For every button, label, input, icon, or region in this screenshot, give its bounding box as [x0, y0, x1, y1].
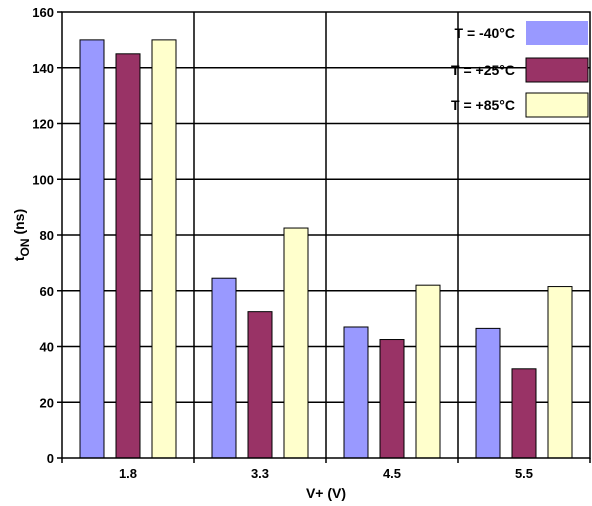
- y-tick-label: 20: [40, 395, 54, 410]
- y-tick-label: 80: [40, 228, 54, 243]
- y-axis-title-suffix: (ns): [11, 209, 27, 239]
- y-tick-label: 0: [47, 451, 54, 466]
- bar: [211, 277, 237, 459]
- bar: [511, 368, 537, 459]
- y-tick-label: 100: [32, 172, 54, 187]
- legend-label: T = +85°C: [451, 97, 515, 113]
- bar: [283, 227, 309, 459]
- y-axis-title-subscript: ON: [18, 238, 32, 256]
- bar: [151, 39, 177, 459]
- grid-lines: [62, 12, 590, 458]
- legend-swatch: [525, 92, 589, 118]
- x-tick-label: 1.8: [119, 466, 137, 481]
- y-tick-label: 140: [32, 61, 54, 76]
- x-axis-ticks: 1.8 3.3 4.5 5.5: [61, 458, 591, 481]
- x-axis-title: V+ (V): [306, 485, 346, 501]
- legend-label: T = +25°C: [451, 62, 515, 78]
- y-axis-title: tON (ns): [11, 209, 32, 261]
- bar: [343, 326, 369, 459]
- bar: [415, 284, 441, 459]
- bar: [475, 327, 501, 459]
- x-tick-label: 4.5: [383, 466, 401, 481]
- x-tick-label: 3.3: [251, 466, 269, 481]
- bar: [79, 39, 105, 459]
- y-axis-title-main: t: [11, 256, 27, 261]
- bar: [115, 53, 141, 459]
- y-tick-label: 40: [40, 340, 54, 355]
- bars: [79, 39, 573, 459]
- x-tick-label: 5.5: [515, 466, 533, 481]
- y-tick-label: 60: [40, 284, 54, 299]
- legend-swatch: [526, 21, 588, 45]
- y-tick-label: 120: [32, 117, 54, 132]
- legend: T = -40°C T = +25°C T = +85°C: [451, 21, 589, 118]
- legend-swatch: [525, 57, 589, 83]
- bar: [247, 311, 273, 459]
- bar: [379, 339, 405, 459]
- y-axis-ticks: 0 20 40 60 80 100 120 140 160: [32, 5, 62, 466]
- y-tick-label: 160: [32, 5, 54, 20]
- bar: [547, 286, 573, 459]
- legend-label: T = -40°C: [455, 25, 515, 41]
